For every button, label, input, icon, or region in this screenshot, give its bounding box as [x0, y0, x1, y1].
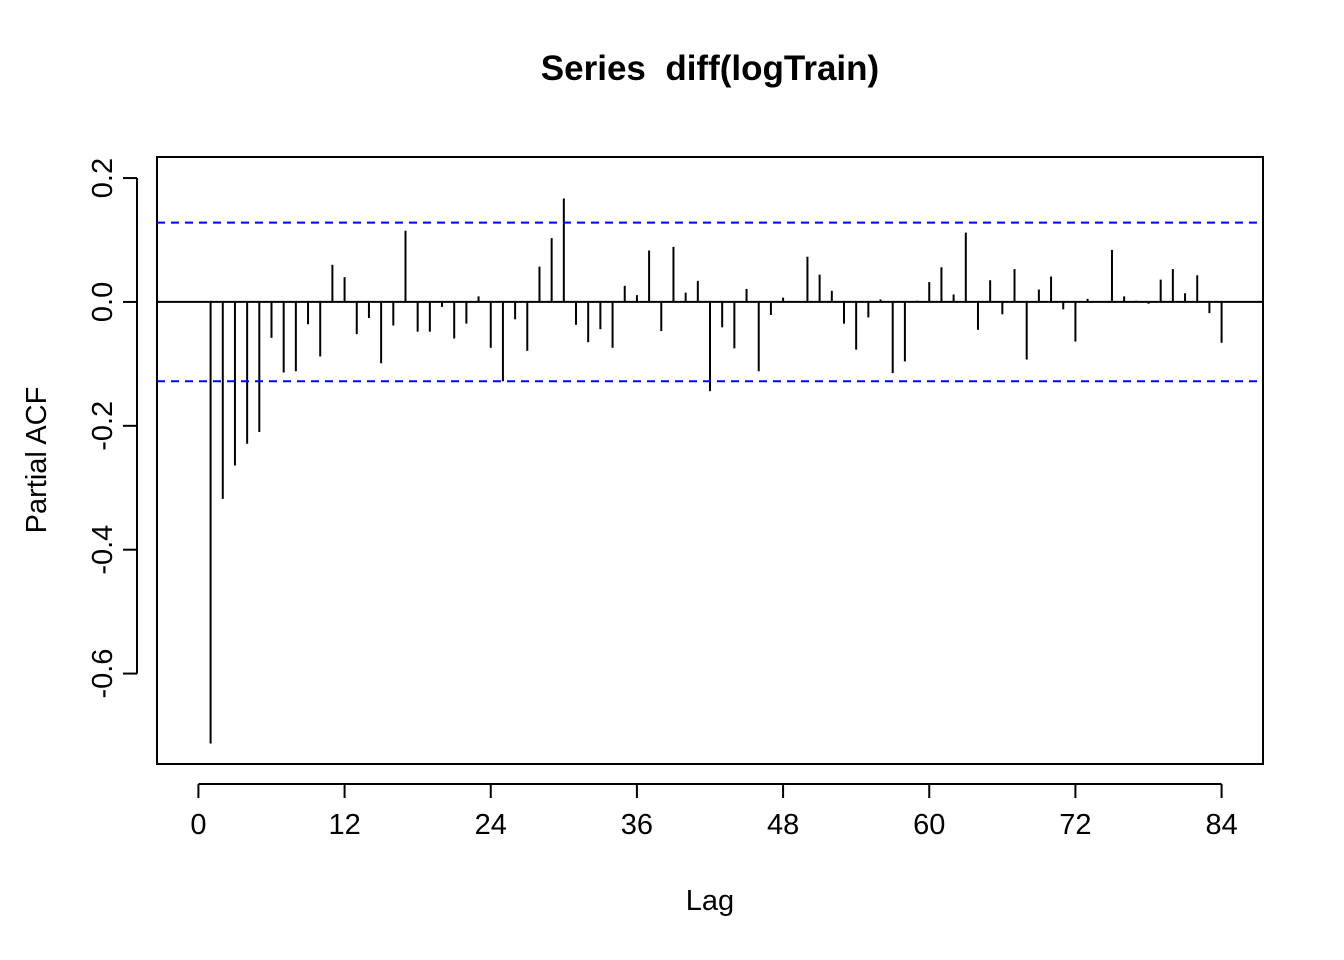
x-tick-label: 24 [475, 809, 507, 841]
x-tick-label: 60 [913, 809, 945, 841]
plot-frame [156, 156, 1264, 765]
y-tick-label: 0.2 [87, 158, 119, 198]
x-tick-label: 0 [190, 809, 206, 841]
y-tick-label: 0.0 [87, 282, 119, 322]
y-tick-label: -0.6 [87, 649, 119, 699]
x-tick-label: 48 [767, 809, 799, 841]
x-axis: 0 12 24 36 48 60 72 84 [190, 783, 1238, 841]
y-axis-label: Partial ACF [21, 387, 53, 534]
reference-lines [157, 221, 1263, 383]
x-axis-label: Lag [686, 885, 734, 917]
x-tick-label: 72 [1059, 809, 1091, 841]
y-tick-label: -0.2 [87, 401, 119, 451]
x-tick-label: 12 [328, 809, 360, 841]
y-tick-label: -0.4 [87, 525, 119, 575]
x-tick-label: 36 [621, 809, 653, 841]
x-tick-label: 84 [1205, 809, 1237, 841]
y-axis: -0.6 -0.4 -0.2 0.0 0.2 [87, 158, 138, 699]
pacf-bars [209, 198, 1223, 744]
chart-title: Series diff(logTrain) [541, 49, 879, 88]
